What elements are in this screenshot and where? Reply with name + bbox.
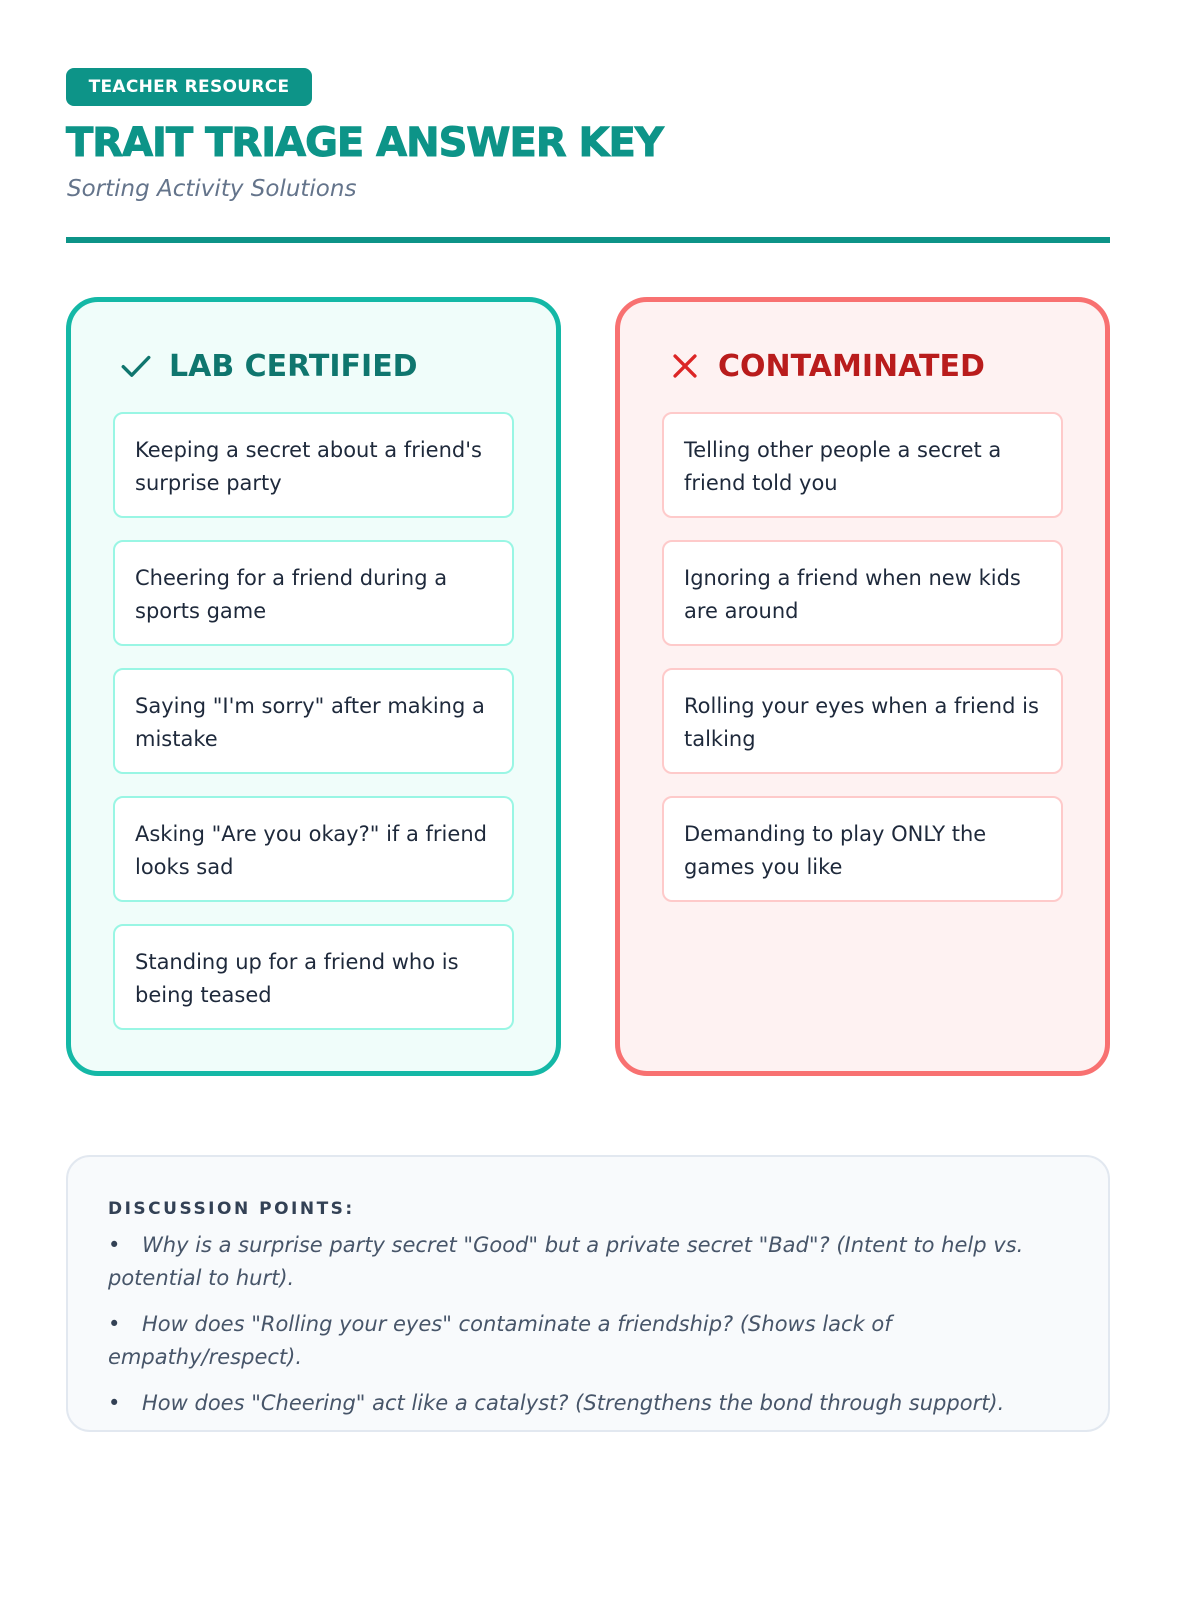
trait-card: Demanding to play ONLY the games you lik… xyxy=(662,796,1063,902)
discussion-text: Why is a surprise party secret "Good" bu… xyxy=(108,1233,1024,1290)
discussion-list: • Why is a surprise party secret "Good" b… xyxy=(108,1229,1068,1420)
lab-certified-header: LAB CERTIFIED xyxy=(113,346,514,386)
lab-certified-title: LAB CERTIFIED xyxy=(169,348,418,384)
discussion-item: • How does "Cheering" act like a catalyst… xyxy=(108,1387,1068,1420)
discussion-points-box: DISCUSSION POINTS: • Why is a surprise pa… xyxy=(66,1155,1110,1432)
trait-card: Saying "I'm sorry" after making a mistak… xyxy=(113,668,514,774)
discussion-text: How does "Rolling your eyes" contaminate… xyxy=(108,1312,892,1369)
contaminated-title: CONTAMINATED xyxy=(718,348,985,384)
discussion-item: • Why is a surprise party secret "Good" b… xyxy=(108,1229,1068,1295)
page-subtitle: Sorting Activity Solutions xyxy=(67,176,357,202)
trait-card: Asking "Are you okay?" if a friend looks… xyxy=(113,796,514,902)
trait-card: Standing up for a friend who is being te… xyxy=(113,924,514,1030)
check-icon xyxy=(121,355,151,377)
discussion-text: How does "Cheering" act like a catalyst?… xyxy=(142,1391,1005,1415)
discussion-heading: DISCUSSION POINTS: xyxy=(108,1199,355,1219)
header-divider xyxy=(66,237,1110,243)
bullet: • xyxy=(108,1312,121,1336)
lab-certified-panel: LAB CERTIFIED Keeping a secret about a f… xyxy=(66,297,561,1076)
page-title: TRAIT TRIAGE ANSWER KEY xyxy=(66,120,665,167)
teacher-resource-badge: TEACHER RESOURCE xyxy=(66,68,312,106)
bullet: • xyxy=(108,1391,121,1415)
x-icon xyxy=(673,354,697,378)
bullet: • xyxy=(108,1233,121,1257)
trait-card: Telling other people a secret a friend t… xyxy=(662,412,1063,518)
contaminated-header: CONTAMINATED xyxy=(662,346,1063,386)
contaminated-panel: CONTAMINATED Telling other people a secr… xyxy=(615,297,1110,1076)
discussion-item: • How does "Rolling your eyes" contaminat… xyxy=(108,1308,1068,1374)
trait-card: Rolling your eyes when a friend is talki… xyxy=(662,668,1063,774)
trait-card: Ignoring a friend when new kids are arou… xyxy=(662,540,1063,646)
trait-card: Cheering for a friend during a sports ga… xyxy=(113,540,514,646)
trait-card: Keeping a secret about a friend's surpri… xyxy=(113,412,514,518)
